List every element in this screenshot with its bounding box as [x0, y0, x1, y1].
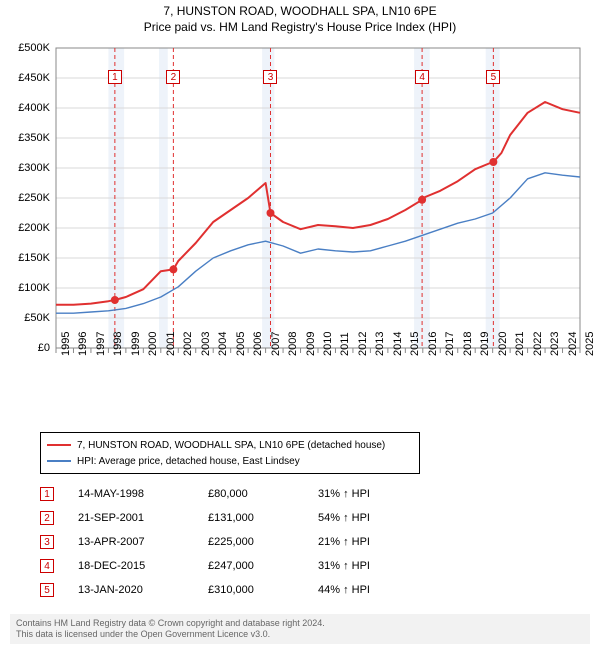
row-pct: 54% ↑ HPI [318, 512, 428, 524]
legend-label: 7, HUNSTON ROAD, WOODHALL SPA, LN10 6PE … [77, 440, 385, 451]
title-line-2: Price paid vs. HM Land Registry's House … [0, 20, 600, 34]
x-axis-label: 2019 [479, 332, 491, 356]
x-axis-label: 1997 [95, 332, 107, 356]
row-marker: 2 [40, 511, 54, 525]
row-pct: 44% ↑ HPI [318, 584, 428, 596]
row-date: 14-MAY-1998 [78, 488, 208, 500]
y-axis-label: £300K [10, 162, 50, 174]
legend-swatch [47, 460, 71, 462]
sales-table: 114-MAY-1998£80,00031% ↑ HPI221-SEP-2001… [40, 482, 590, 602]
y-axis-label: £100K [10, 282, 50, 294]
x-axis-label: 2021 [514, 332, 526, 356]
x-axis-label: 2003 [200, 332, 212, 356]
x-axis-label: 2008 [287, 332, 299, 356]
row-price: £310,000 [208, 584, 318, 596]
y-axis-label: £150K [10, 252, 50, 264]
row-pct: 31% ↑ HPI [318, 488, 428, 500]
y-axis-label: £250K [10, 192, 50, 204]
row-marker: 1 [40, 487, 54, 501]
x-axis-label: 2025 [584, 332, 596, 356]
x-axis-label: 2002 [182, 332, 194, 356]
footer-line-1: Contains HM Land Registry data © Crown c… [16, 618, 584, 629]
x-axis-label: 1996 [77, 332, 89, 356]
x-axis-label: 2014 [392, 332, 404, 356]
row-price: £247,000 [208, 560, 318, 572]
row-pct: 21% ↑ HPI [318, 536, 428, 548]
legend-label: HPI: Average price, detached house, East… [77, 456, 300, 467]
row-marker: 5 [40, 583, 54, 597]
x-axis-label: 2013 [374, 332, 386, 356]
row-date: 18-DEC-2015 [78, 560, 208, 572]
table-row: 1 14-MAY-1998£80,00031% ↑ HPI [40, 482, 590, 506]
row-date: 13-APR-2007 [78, 536, 208, 548]
x-axis-label: 1995 [60, 332, 72, 356]
x-axis-label: 2023 [549, 332, 561, 356]
sale-marker: 1 [108, 70, 122, 84]
attribution-footer: Contains HM Land Registry data © Crown c… [10, 614, 590, 645]
table-row: 3 13-APR-2007£225,00021% ↑ HPI [40, 530, 590, 554]
row-price: £225,000 [208, 536, 318, 548]
x-axis-label: 2012 [357, 332, 369, 356]
row-date: 21-SEP-2001 [78, 512, 208, 524]
sale-marker: 2 [166, 70, 180, 84]
y-axis-label: £500K [10, 42, 50, 54]
x-axis-label: 2011 [339, 332, 351, 356]
legend-item: HPI: Average price, detached house, East… [47, 453, 413, 469]
x-axis-label: 2010 [322, 332, 334, 356]
row-marker: 4 [40, 559, 54, 573]
price-chart: £0 £50K £100K £150K £200K £250K £300K £350K £400… [10, 42, 590, 392]
row-date: 13-JAN-2020 [78, 584, 208, 596]
table-row: 4 18-DEC-2015£247,00031% ↑ HPI [40, 554, 590, 578]
legend-swatch [47, 444, 71, 446]
legend: 7, HUNSTON ROAD, WOODHALL SPA, LN10 6PE … [40, 432, 420, 474]
x-axis-label: 2020 [497, 332, 509, 356]
table-row: 2 21-SEP-2001£131,00054% ↑ HPI [40, 506, 590, 530]
y-axis-label: £200K [10, 222, 50, 234]
x-axis-label: 2001 [165, 332, 177, 356]
x-axis-label: 2024 [567, 332, 579, 356]
x-axis-label: 2016 [427, 332, 439, 356]
table-row: 5 13-JAN-2020£310,00044% ↑ HPI [40, 578, 590, 602]
x-axis-label: 2018 [462, 332, 474, 356]
x-axis-label: 2007 [270, 332, 282, 356]
sale-marker: 5 [486, 70, 500, 84]
y-axis-label: £0 [10, 342, 50, 354]
x-axis-label: 1999 [130, 332, 142, 356]
sale-marker: 4 [415, 70, 429, 84]
y-axis-label: £400K [10, 102, 50, 114]
sale-marker: 3 [263, 70, 277, 84]
legend-item: 7, HUNSTON ROAD, WOODHALL SPA, LN10 6PE … [47, 437, 413, 453]
footer-line-2: This data is licensed under the Open Gov… [16, 629, 584, 640]
y-axis-label: £450K [10, 72, 50, 84]
x-axis-label: 2004 [217, 332, 229, 356]
row-marker: 3 [40, 535, 54, 549]
x-axis-label: 2009 [305, 332, 317, 356]
title-line-1: 7, HUNSTON ROAD, WOODHALL SPA, LN10 6PE [0, 4, 600, 18]
x-axis-label: 2000 [147, 332, 159, 356]
y-axis-label: £350K [10, 132, 50, 144]
chart-title-block: 7, HUNSTON ROAD, WOODHALL SPA, LN10 6PE … [0, 0, 600, 36]
x-axis-label: 2017 [444, 332, 456, 356]
x-axis-label: 2022 [532, 332, 544, 356]
row-price: £80,000 [208, 488, 318, 500]
x-axis-label: 2015 [409, 332, 421, 356]
x-axis-label: 2005 [235, 332, 247, 356]
row-price: £131,000 [208, 512, 318, 524]
row-pct: 31% ↑ HPI [318, 560, 428, 572]
x-axis-label: 2006 [252, 332, 264, 356]
x-axis-label: 1998 [112, 332, 124, 356]
y-axis-label: £50K [10, 312, 50, 324]
